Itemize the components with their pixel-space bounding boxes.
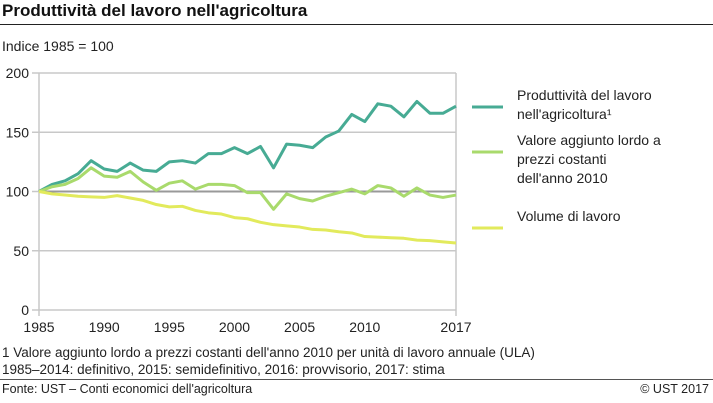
y-axis-label: Indice 1985 = 100 [2, 38, 114, 54]
chart-title: Produttività del lavoro nell'agricoltura [2, 1, 308, 20]
x-tick-label: 2010 [349, 319, 380, 335]
series-line-2 [38, 166, 457, 211]
copyright-text: © UST 2017 [640, 382, 709, 396]
x-tick-label: 2017 [440, 319, 471, 335]
y-tick-label: 200 [6, 65, 30, 81]
footnote-2: 1985–2014: definitivo, 2015: semidefinit… [2, 362, 445, 377]
y-tick-label: 150 [6, 124, 30, 140]
x-tick-label: 1990 [89, 319, 120, 335]
x-tick-label: 2005 [284, 319, 315, 335]
footer-rule [0, 379, 713, 380]
series-line-3 [38, 190, 457, 245]
footnote-1: 1 Valore aggiunto lordo a prezzi costant… [2, 345, 535, 360]
legend-label-2: Valore aggiunto lordo a prezzi costanti de… [517, 132, 661, 186]
y-tick-label: 100 [6, 184, 30, 200]
legend-label-1: Produttività del lavoro nell'agricoltura¹ [517, 87, 652, 122]
y-tick-label: 50 [13, 243, 29, 259]
x-tick-label: 2000 [219, 319, 250, 335]
y-tick-label: 0 [21, 302, 29, 318]
series-line-1 [38, 99, 457, 193]
legend-label-3: Volume di lavoro [517, 208, 621, 224]
x-tick-label: 1995 [154, 319, 185, 335]
title-rule [0, 24, 713, 25]
x-tick-label: 1985 [23, 319, 54, 335]
source-text: Fonte: UST – Conti economici dell'agrico… [2, 382, 253, 396]
